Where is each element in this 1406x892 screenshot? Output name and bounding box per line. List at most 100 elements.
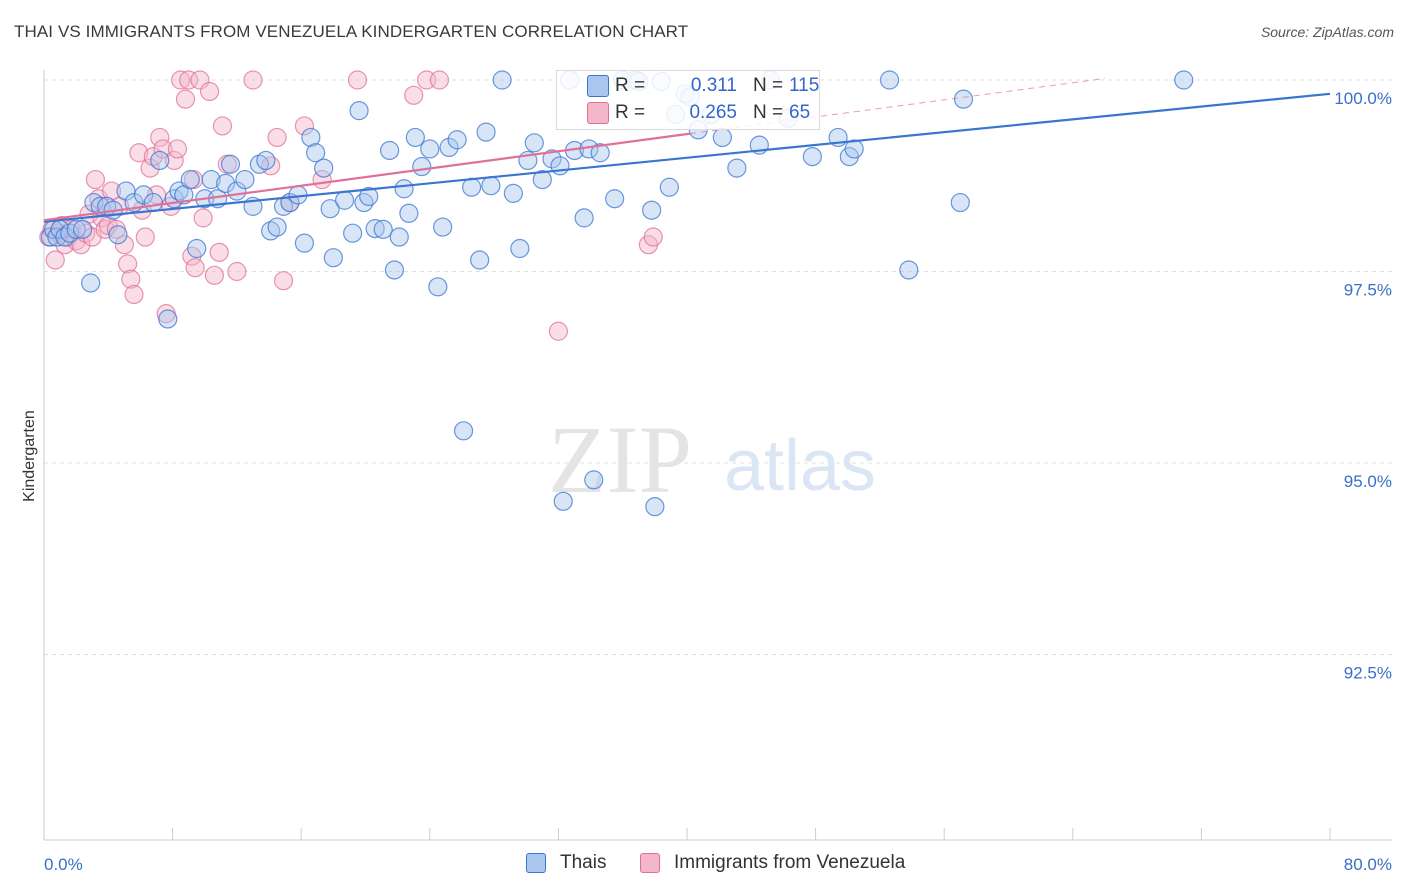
- data-point: [199, 81, 220, 102]
- data-point: [143, 192, 163, 213]
- data-point: [81, 273, 101, 293]
- data-point: [359, 186, 379, 207]
- data-point: [320, 199, 340, 219]
- legend-r-value: 0.311: [690, 75, 737, 96]
- data-point: [227, 261, 247, 282]
- data-point: [802, 147, 822, 167]
- legend-n-label: N =: [753, 75, 784, 96]
- legend-swatch-venezuela: [640, 853, 660, 873]
- data-point: [175, 89, 196, 109]
- data-point: [712, 127, 732, 148]
- y-tick-label: 97.5%: [1344, 281, 1392, 300]
- data-point: [212, 116, 233, 136]
- legend-r-label: R =: [615, 102, 646, 123]
- data-point: [503, 183, 523, 203]
- data-point: [108, 225, 128, 245]
- data-point: [129, 143, 149, 163]
- y-tick-label: 95.0%: [1344, 472, 1392, 491]
- legend-label-thais: Thais: [560, 852, 607, 873]
- legend-n-label: N =: [753, 102, 784, 123]
- legend-item-venezuela[interactable]: Immigrants from Venezuela: [640, 852, 905, 874]
- data-point: [605, 189, 625, 209]
- data-point: [428, 277, 448, 297]
- legend-label-venezuela: Immigrants from Venezuela: [674, 852, 906, 873]
- data-point: [121, 269, 141, 289]
- data-point: [553, 491, 573, 511]
- data-point: [365, 219, 385, 239]
- data-point: [659, 177, 679, 197]
- watermark-zip: ZIP: [548, 406, 692, 513]
- data-point: [193, 208, 213, 228]
- data-point: [389, 227, 409, 247]
- data-point: [235, 169, 255, 190]
- legend-row-venezuela: R = 0.265 N = 65: [587, 101, 810, 125]
- data-point: [461, 177, 482, 197]
- chart-title: THAI VS IMMIGRANTS FROM VENEZUELA KINDER…: [14, 22, 689, 41]
- data-point: [117, 254, 138, 274]
- data-point: [727, 158, 747, 178]
- data-point: [645, 497, 665, 517]
- watermark: ZIP atlas: [548, 406, 876, 513]
- trend-line-thais: [43, 92, 1331, 223]
- data-point: [301, 127, 321, 148]
- data-point: [267, 217, 287, 237]
- data-point: [476, 122, 496, 142]
- grid-lines: [44, 79, 1392, 655]
- data-point: [150, 127, 170, 148]
- data-point: [373, 219, 393, 239]
- data-point: [209, 242, 229, 262]
- y-tick-label: 92.5%: [1344, 664, 1392, 683]
- data-point: [439, 137, 459, 158]
- data-point: [187, 238, 207, 259]
- data-point: [158, 309, 178, 329]
- data-point: [584, 470, 604, 490]
- data-point: [399, 203, 419, 223]
- data-point: [150, 150, 170, 171]
- data-point: [306, 143, 326, 163]
- data-point: [420, 139, 440, 159]
- legend-n-value: 65: [789, 102, 811, 123]
- data-point: [844, 139, 864, 159]
- watermark-atlas: atlas: [724, 426, 876, 506]
- data-point: [590, 143, 610, 163]
- legend-item-thais[interactable]: Thais: [526, 852, 606, 874]
- data-point: [124, 284, 144, 305]
- legend-swatch-pink: [587, 102, 609, 124]
- data-point: [349, 101, 369, 121]
- data-point: [216, 173, 236, 194]
- data-point: [548, 321, 569, 341]
- legend-r-value: 0.265: [689, 102, 737, 123]
- data-point: [343, 223, 363, 243]
- tick-labels: 100.0% 97.5% 95.0% 92.5% 0.0% 80.0%: [44, 89, 1392, 874]
- data-point: [492, 70, 512, 90]
- data-point: [140, 158, 160, 178]
- data-point: [171, 70, 191, 90]
- data-point: [167, 139, 188, 159]
- data-point: [45, 250, 65, 270]
- data-point: [524, 133, 544, 153]
- data-point: [643, 227, 663, 247]
- data-point: [429, 70, 450, 90]
- data-point: [135, 227, 155, 247]
- legend-row-thais: R = 0.311 N = 115: [587, 74, 819, 98]
- data-point: [294, 233, 315, 253]
- data-point: [950, 192, 970, 213]
- trend-line-venezuela: [43, 132, 691, 222]
- data-point: [447, 130, 467, 150]
- y-tick-label: 100.0%: [1334, 89, 1392, 108]
- stats-legend: R = 0.311 N = 115 R = 0.265 N = 65: [556, 70, 820, 130]
- data-point: [164, 150, 184, 171]
- data-point: [294, 116, 315, 136]
- data-point: [405, 127, 425, 148]
- data-point: [314, 158, 334, 178]
- data-point: [642, 200, 662, 220]
- data-point: [412, 156, 432, 177]
- series-legend: Thais Immigrants from Venezuela: [0, 852, 1406, 876]
- data-point: [384, 260, 405, 280]
- data-point: [179, 70, 199, 90]
- legend-swatch-blue: [587, 75, 609, 97]
- data-point: [134, 185, 154, 205]
- axes: [43, 70, 1392, 841]
- data-point: [114, 235, 134, 255]
- data-point: [453, 421, 474, 441]
